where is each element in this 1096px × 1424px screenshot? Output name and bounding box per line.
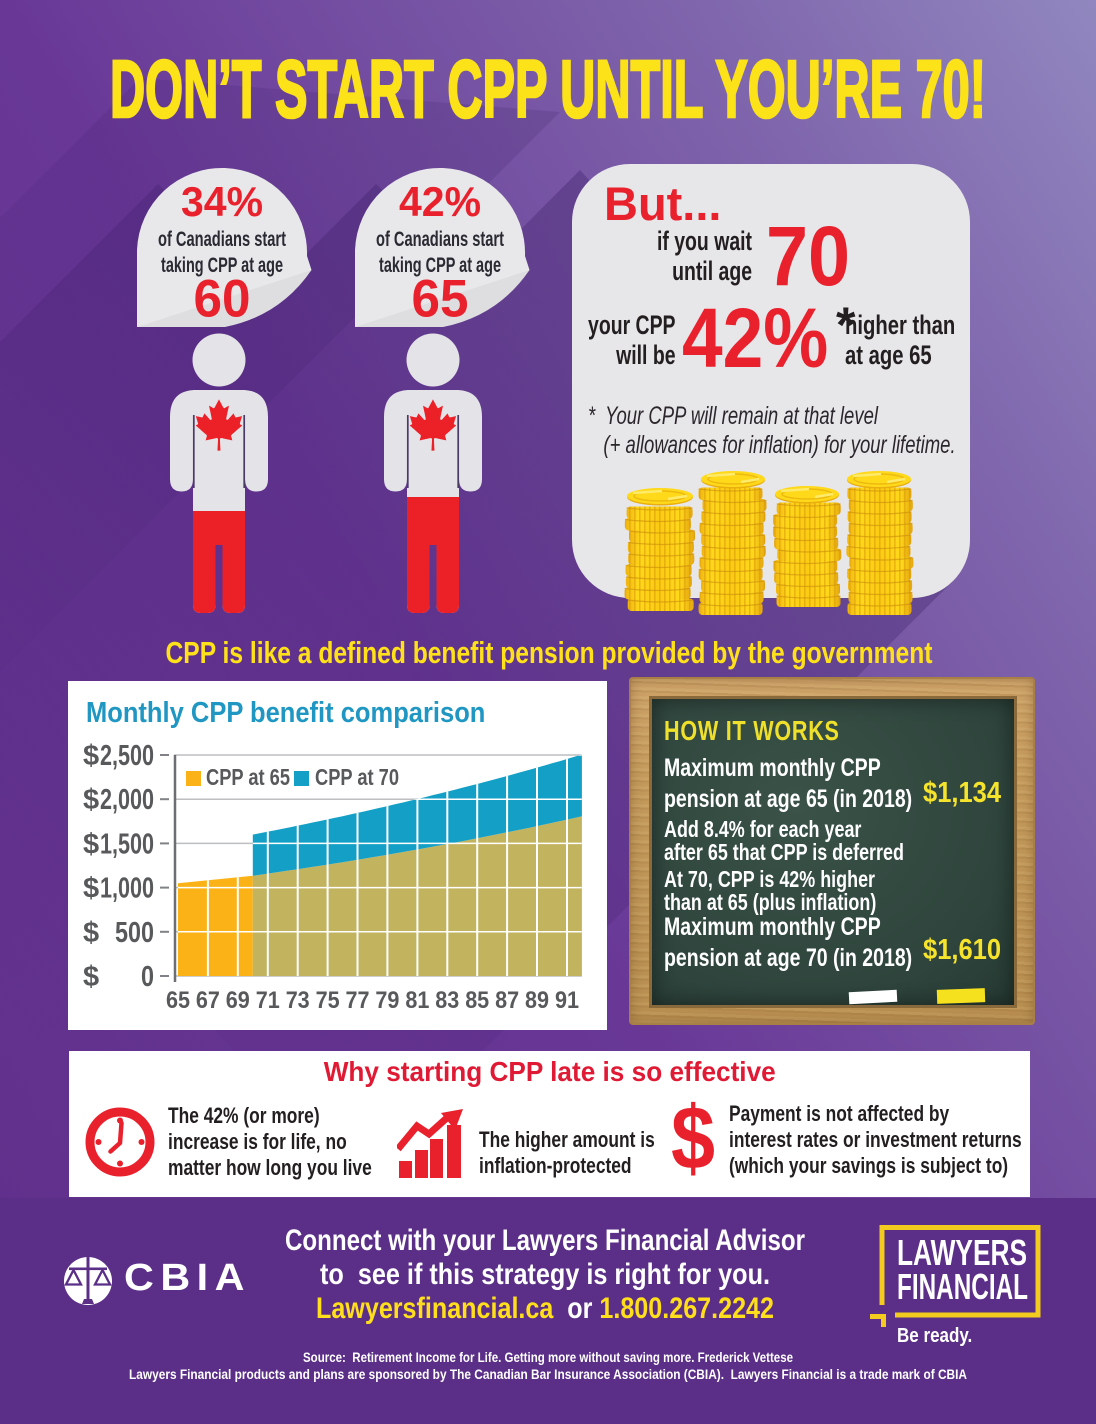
svg-text:CPP at 70: CPP at 70 bbox=[315, 764, 399, 790]
svg-text:91: 91 bbox=[555, 987, 579, 1014]
svg-text:500: 500 bbox=[115, 917, 154, 949]
svg-text:71: 71 bbox=[256, 987, 280, 1014]
svg-text:of Canadians start: of Canadians start bbox=[158, 228, 286, 251]
svg-text:taking CPP at age: taking CPP at age bbox=[379, 254, 501, 277]
svg-text:75: 75 bbox=[316, 987, 340, 1014]
svg-text:83: 83 bbox=[435, 987, 459, 1014]
svg-text:85: 85 bbox=[465, 987, 489, 1014]
svg-text:87: 87 bbox=[495, 987, 519, 1014]
svg-text:73: 73 bbox=[286, 987, 310, 1014]
svg-text:Source: Retirement Income for: Source: Retirement Income for Life. Gett… bbox=[303, 1349, 793, 1365]
svg-text:34%: 34% bbox=[181, 178, 263, 225]
svg-text:Connect with your Lawyers Fina: Connect with your Lawyers Financial Advi… bbox=[285, 1224, 805, 1257]
svg-text:2,500: 2,500 bbox=[100, 740, 154, 772]
svg-text:0: 0 bbox=[141, 961, 154, 993]
svg-text:$: $ bbox=[83, 828, 99, 860]
svg-text:taking CPP at age: taking CPP at age bbox=[161, 254, 283, 277]
svg-text:LAWYERS: LAWYERS bbox=[897, 1232, 1027, 1273]
svg-text:CBIA: CBIA bbox=[124, 1257, 251, 1299]
svg-text:$: $ bbox=[83, 873, 99, 905]
svg-text:69: 69 bbox=[226, 987, 250, 1014]
svg-text:$: $ bbox=[83, 740, 99, 772]
svg-text:1,500: 1,500 bbox=[100, 828, 154, 860]
svg-text:1,000: 1,000 bbox=[100, 873, 154, 905]
svg-text:67: 67 bbox=[196, 987, 220, 1014]
svg-text:89: 89 bbox=[525, 987, 549, 1014]
svg-text:60: 60 bbox=[194, 270, 251, 329]
svg-text:65: 65 bbox=[166, 987, 190, 1014]
svg-text:FINANCIAL: FINANCIAL bbox=[897, 1266, 1028, 1307]
svg-text:$: $ bbox=[83, 784, 99, 816]
svg-text:CPP at 65: CPP at 65 bbox=[206, 764, 290, 790]
svg-text:to see if this strategy is ri: to see if this strategy is right for you… bbox=[320, 1258, 770, 1291]
svg-text:81: 81 bbox=[405, 987, 429, 1014]
svg-text:$: $ bbox=[83, 961, 99, 993]
svg-text:77: 77 bbox=[346, 987, 370, 1014]
svg-text:2,000: 2,000 bbox=[100, 784, 154, 816]
svg-text:DON’T START CPP UNTIL YOU’RE 7: DON’T START CPP UNTIL YOU’RE 70! bbox=[110, 44, 986, 135]
svg-text:65: 65 bbox=[412, 270, 469, 329]
svg-text:CPP is like a defined benefit: CPP is like a defined benefit pension pr… bbox=[166, 635, 933, 670]
svg-text:Lawyersfinancial.ca or 1.800.: Lawyersfinancial.ca or 1.800.267.2242 bbox=[316, 1292, 774, 1325]
svg-text:of Canadians start: of Canadians start bbox=[376, 228, 504, 251]
svg-text:42%: 42% bbox=[399, 178, 481, 225]
svg-text:$: $ bbox=[83, 917, 99, 949]
svg-text:79: 79 bbox=[375, 987, 399, 1014]
svg-text:Lawyers Financial products and: Lawyers Financial products and plans are… bbox=[129, 1366, 967, 1382]
